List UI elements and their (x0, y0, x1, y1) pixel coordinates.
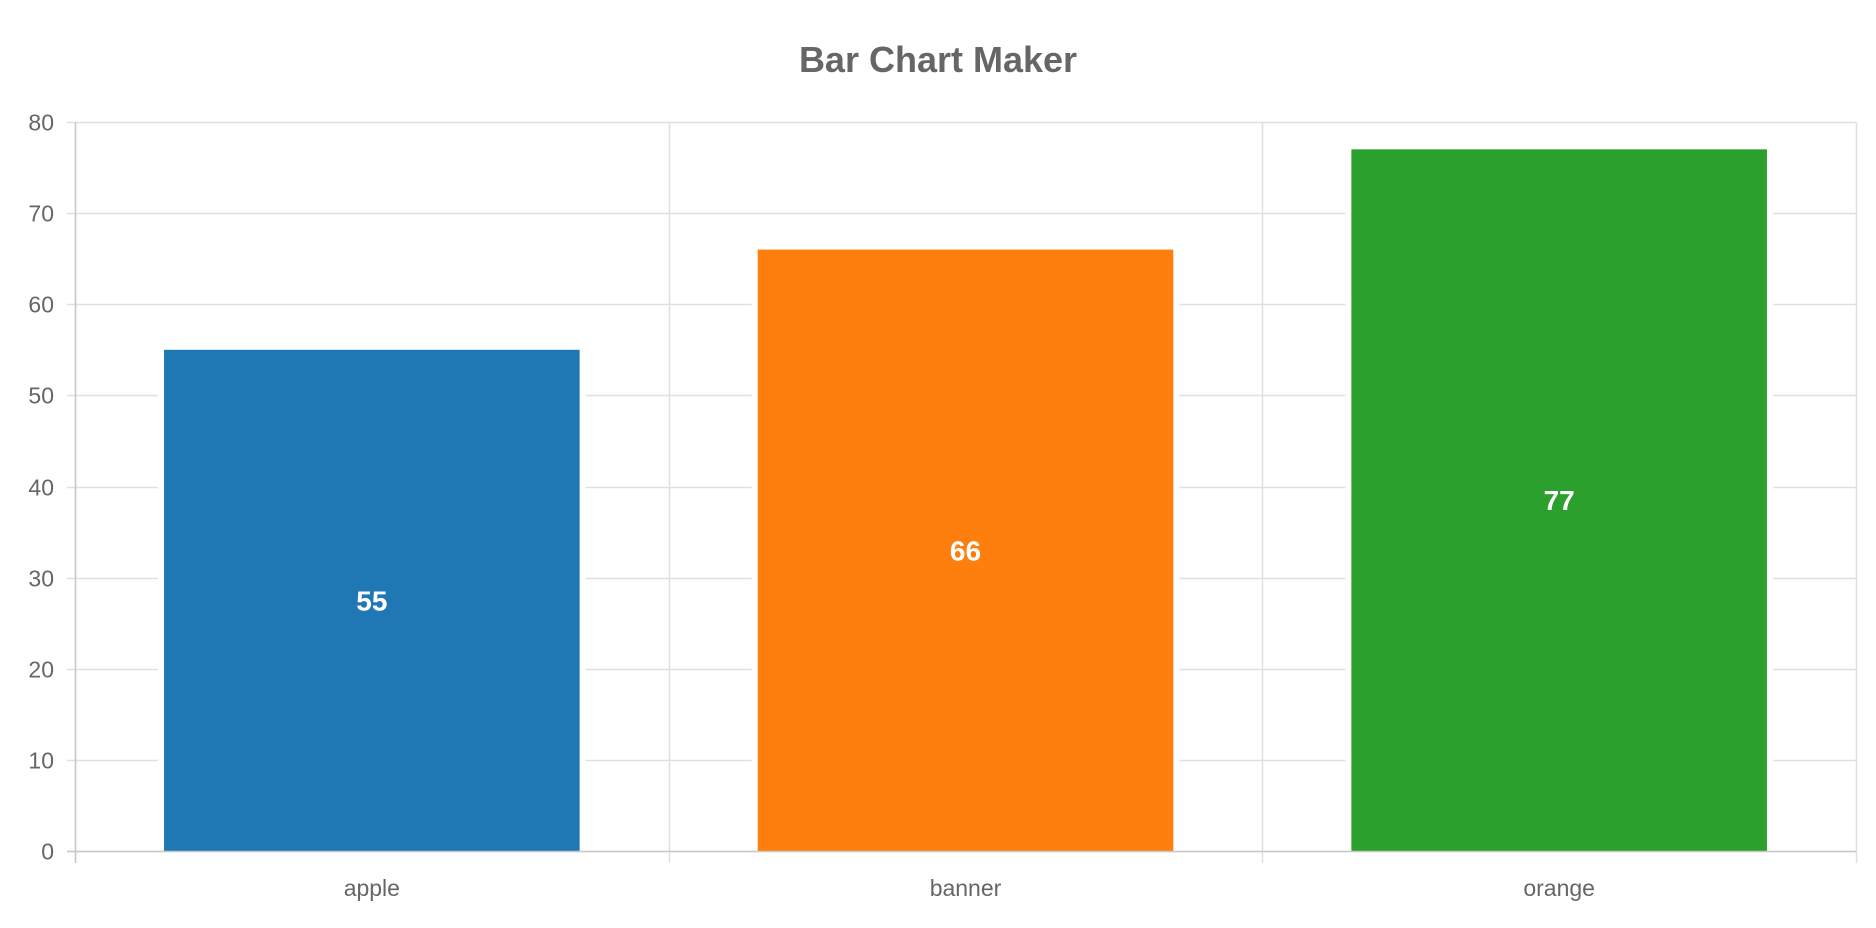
y-tick-label: 10 (28, 748, 54, 774)
bar-orange[interactable] (1351, 149, 1767, 851)
y-tick-label: 50 (28, 383, 54, 409)
x-tick-label: orange (1523, 875, 1595, 901)
bar-banner[interactable] (757, 249, 1174, 851)
y-tick-label: 30 (28, 566, 54, 592)
x-tick-label: banner (930, 875, 1002, 901)
y-tick-label: 60 (28, 292, 54, 318)
bars (158, 149, 1773, 851)
y-tick-label: 40 (28, 475, 54, 501)
data-label: 55 (356, 585, 387, 616)
y-tick-label: 20 (28, 657, 54, 683)
bar-apple[interactable] (164, 349, 580, 851)
y-tick-label: 80 (28, 110, 54, 136)
y-tick-label: 70 (28, 201, 54, 227)
y-tick-label: 0 (41, 839, 54, 865)
data-labels: 55 66 77 (356, 485, 1574, 616)
tick-labels: 0 10 20 30 40 50 60 70 80 apple banner orange (28, 110, 1595, 902)
axes (67, 122, 1856, 863)
data-label: 77 (1544, 485, 1575, 516)
chart-title: Bar Chart Maker (799, 39, 1077, 80)
data-label: 66 (950, 535, 981, 566)
x-tick-label: apple (344, 875, 400, 901)
